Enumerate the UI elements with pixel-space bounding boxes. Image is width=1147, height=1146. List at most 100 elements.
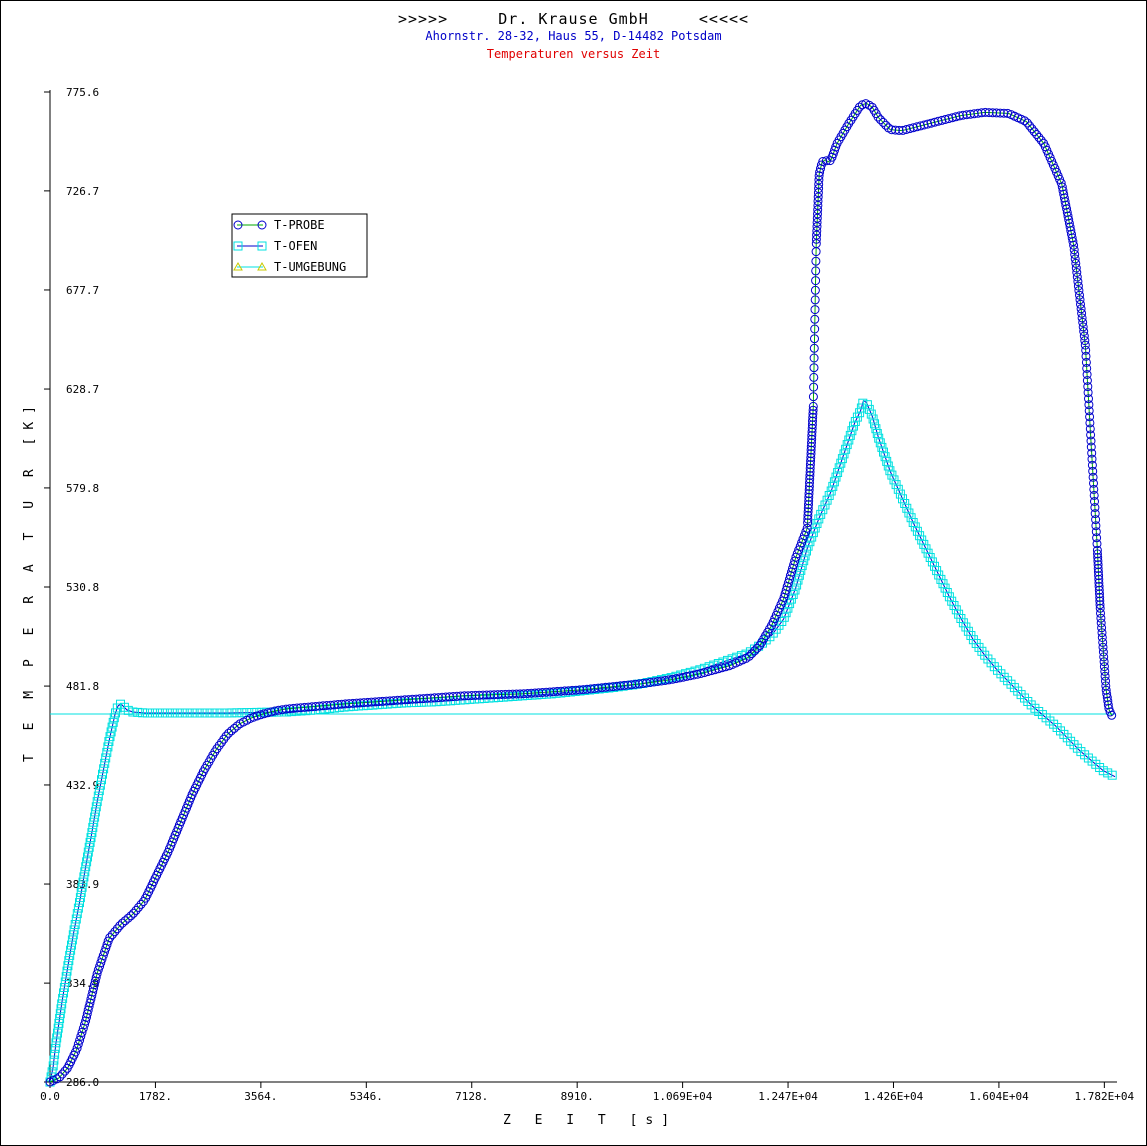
data-point <box>546 689 556 699</box>
data-point <box>826 486 836 496</box>
data-point <box>1029 127 1039 137</box>
data-point <box>1086 430 1096 440</box>
data-point <box>1070 254 1080 264</box>
data-point <box>1094 578 1104 588</box>
data-point <box>1100 666 1110 676</box>
data-point <box>1081 357 1091 367</box>
data-point <box>808 405 818 415</box>
series-t-ofen <box>45 398 1117 1087</box>
data-point <box>67 940 76 950</box>
data-point <box>212 744 222 754</box>
data-point <box>69 925 79 935</box>
data-point <box>87 828 97 838</box>
data-point <box>619 680 629 690</box>
data-point <box>811 256 821 266</box>
data-point <box>796 565 806 575</box>
data-point <box>1088 472 1098 482</box>
data-point <box>889 475 899 485</box>
data-point <box>482 690 492 700</box>
data-point <box>805 467 815 477</box>
data-point <box>804 496 814 506</box>
data-point <box>1064 218 1074 228</box>
data-point <box>1090 503 1100 512</box>
data-point <box>212 708 222 718</box>
data-point <box>111 708 120 718</box>
data-point <box>226 726 236 736</box>
data-point <box>58 993 68 1003</box>
data-point <box>85 837 95 847</box>
y-tick-label: 726.7 <box>66 185 99 198</box>
data-point <box>237 708 247 718</box>
data-point <box>326 700 336 710</box>
data-point <box>682 671 692 681</box>
data-point <box>849 421 858 431</box>
data-point <box>65 950 75 960</box>
data-point <box>1095 589 1104 599</box>
data-point <box>807 431 817 441</box>
data-point <box>489 690 499 700</box>
data-point <box>523 689 533 698</box>
data-point <box>883 461 893 471</box>
data-point <box>661 674 671 684</box>
data-point <box>95 780 105 790</box>
legend: T-PROBE T-OFEN T-UMGEBUNG <box>231 213 368 278</box>
data-point <box>814 184 824 193</box>
data-point <box>1094 585 1104 595</box>
data-point <box>905 124 915 134</box>
data-point <box>717 663 727 673</box>
data-point <box>94 786 104 796</box>
data-point <box>52 1033 62 1043</box>
legend-triangle-marker <box>233 261 243 271</box>
data-point <box>1093 560 1103 570</box>
data-point <box>1059 193 1069 203</box>
y-axis-title: T E M P E R A T U R [K] <box>22 398 37 762</box>
data-point <box>809 363 819 373</box>
data-point <box>1095 600 1105 610</box>
data-point <box>107 930 117 940</box>
data-point <box>1095 592 1105 602</box>
data-point <box>59 988 68 998</box>
data-point <box>75 893 85 903</box>
data-point <box>875 438 885 448</box>
data-point <box>77 1027 87 1037</box>
data-point <box>1083 388 1093 398</box>
data-point <box>871 424 881 434</box>
data-point <box>1093 563 1103 573</box>
data-point <box>906 513 916 523</box>
data-point <box>348 698 358 708</box>
data-point <box>808 416 817 426</box>
data-point <box>580 686 590 695</box>
data-point <box>1078 322 1088 332</box>
chart-subtitle-address: Ahornstr. 28-32, Haus 55, D-14482 Potsda… <box>425 29 722 43</box>
data-point <box>1086 436 1096 446</box>
data-point <box>1088 466 1098 476</box>
data-point <box>1095 603 1105 613</box>
data-point <box>67 935 77 945</box>
data-point <box>115 921 125 931</box>
data-point <box>1085 412 1095 422</box>
data-point <box>808 412 818 422</box>
data-point <box>75 898 84 908</box>
data-point <box>441 692 451 702</box>
data-point <box>866 409 876 419</box>
data-point <box>172 708 182 718</box>
data-point <box>793 575 803 585</box>
data-point <box>378 696 388 706</box>
data-point <box>811 276 821 286</box>
data-point <box>678 672 688 682</box>
data-point <box>792 580 802 590</box>
data-point <box>586 684 596 694</box>
data-point <box>97 775 106 785</box>
data-point <box>123 705 133 715</box>
data-point <box>1092 539 1102 549</box>
data-point <box>810 324 820 334</box>
data-point <box>136 899 146 909</box>
data-point <box>887 125 897 135</box>
data-point <box>1082 376 1092 385</box>
data-point <box>806 442 816 451</box>
data-point <box>893 484 903 494</box>
data-point <box>799 556 809 566</box>
data-point <box>56 1004 66 1014</box>
x-tick-label: 1.604E+04 <box>969 1090 1029 1103</box>
data-point <box>541 687 551 697</box>
